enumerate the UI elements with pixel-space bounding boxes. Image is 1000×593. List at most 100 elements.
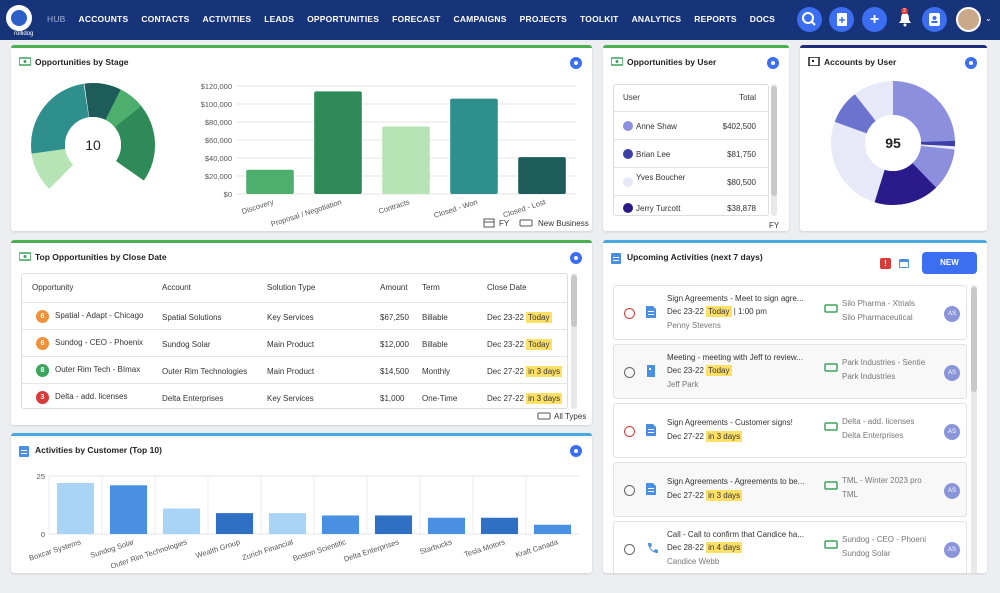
user-name: Jerry Turcott (636, 204, 681, 213)
assignee-avatar[interactable]: AS (944, 483, 960, 499)
assignee-avatar[interactable]: AS (944, 424, 960, 440)
menu-analytics[interactable]: ANALYTICS (631, 14, 682, 24)
document-icon (646, 424, 656, 436)
stage-badge: 3 (36, 391, 49, 404)
table-row[interactable]: 6 Spatial - Adapt - Chicago Spatial Solut… (22, 302, 567, 329)
activity-card[interactable]: Sign Agreements - Meet to sign agre... D… (613, 285, 967, 340)
building-icon (808, 57, 820, 66)
activity-card[interactable]: Call - Call to confirm that Candice ha..… (613, 521, 967, 573)
menu-docs[interactable]: DOCS (749, 14, 776, 24)
opps-table: Opportunity Account Solution Type Amount… (21, 273, 568, 409)
due-badge: Today (526, 339, 552, 350)
assignee-avatar[interactable]: AS (944, 542, 960, 558)
scrollbar[interactable] (971, 285, 977, 573)
chevron-down-icon[interactable]: ⌄ (985, 14, 992, 23)
col-total: Total (739, 93, 756, 102)
activity-title: Sign Agreements - Meet to sign agre... (667, 294, 804, 303)
activity-account: Sundog Solar (842, 549, 891, 558)
panel-title: Upcoming Activities (next 7 days) (627, 252, 763, 262)
user-total: $38,878 (727, 204, 756, 213)
scrollbar[interactable] (771, 84, 777, 216)
activity-card[interactable]: Meeting - meeting with Jeff to review...… (613, 344, 967, 399)
assignee-avatar[interactable]: AS (944, 306, 960, 322)
bar (314, 91, 362, 194)
x-tick-label: Tesla Motors (463, 537, 506, 559)
gear-icon[interactable] (767, 57, 779, 69)
new-document-icon[interactable] (829, 7, 854, 32)
term: Billable (422, 313, 448, 322)
complete-radio[interactable] (624, 308, 635, 319)
bar (215, 513, 254, 534)
scrollbar[interactable] (571, 273, 577, 409)
donut-center: 95 (885, 135, 901, 151)
complete-radio[interactable] (624, 426, 635, 437)
table-row[interactable]: 8 Outer Rim Tech - BImax Outer Rim Techno… (22, 356, 567, 383)
menu-accounts[interactable]: ACCOUNTS (78, 14, 129, 24)
bar (109, 485, 148, 534)
fy-label[interactable]: FY (499, 219, 510, 228)
table-row[interactable]: Yves Boucher $80,500 (614, 167, 768, 195)
money-icon (824, 481, 838, 490)
stage-donut: 10 (30, 82, 155, 207)
add-icon[interactable]: + (862, 7, 887, 32)
table-row[interactable]: Brian Lee $81,750 (614, 139, 768, 167)
due-badge: in 3 days (526, 393, 563, 404)
menu-forecast[interactable]: FORECAST (392, 14, 441, 24)
search-icon[interactable] (797, 7, 822, 32)
business-type-label[interactable]: New Business (538, 219, 589, 228)
menu-campaigns[interactable]: CAMPAIGNS (453, 14, 507, 24)
menu-activities[interactable]: ACTIVITIES (202, 14, 252, 24)
menu-toolkit[interactable]: TOOLKIT (580, 14, 619, 24)
due-badge: in 3 days (706, 431, 743, 442)
calendar-icon[interactable] (483, 217, 495, 228)
activity-card[interactable]: Sign Agreements - Customer signs! Dec 27… (613, 403, 967, 458)
logo[interactable] (6, 5, 32, 31)
complete-radio[interactable] (624, 367, 635, 378)
due-badge: Today (706, 306, 732, 317)
due-badge: Today (706, 365, 732, 376)
table-row[interactable]: Jerry Turcott $38,878 (614, 195, 768, 215)
avatar[interactable] (956, 7, 981, 32)
table-row[interactable]: 3 Delta - add. licenses Delta Enterprises… (22, 383, 567, 408)
bell-icon[interactable]: 2 (898, 8, 912, 27)
types-filter[interactable]: All Types (554, 412, 587, 421)
table-row[interactable]: 6 Sundog - CEO - Phoenix Sundog Solar Mai… (22, 329, 567, 356)
activity-contact: Jeff Park (667, 380, 699, 389)
assignee-avatar[interactable]: AS (944, 365, 960, 381)
menu-leads[interactable]: LEADS (264, 14, 295, 24)
panel-title: Opportunities by User (627, 57, 717, 67)
y-tick-label: $20,000 (205, 172, 232, 181)
complete-radio[interactable] (624, 544, 635, 555)
y-tick-label: $0 (224, 190, 232, 199)
menu-opportunities[interactable]: OPPORTUNITIES (307, 14, 380, 24)
stage-panel: Opportunities by Stage 10 $0 $20,000 $40,0… (11, 45, 592, 231)
gear-icon[interactable] (570, 445, 582, 457)
stage-badge: 6 (36, 310, 49, 323)
activity-card[interactable]: Sign Agreements - Agreements to be... De… (613, 462, 967, 517)
overdue-filter-icon[interactable]: ! (880, 258, 891, 269)
complete-radio[interactable] (624, 485, 635, 496)
calendar-icon[interactable] (898, 257, 910, 269)
account-name: Spatial Solutions (162, 313, 222, 322)
activity-opportunity: Silo Pharma - Xtrials (842, 299, 915, 308)
bar (56, 482, 95, 534)
table-row[interactable]: Anne Shaw $402,500 (614, 111, 768, 139)
col-amount: Amount (380, 283, 408, 292)
user-name: Yves Boucher (636, 173, 686, 182)
gear-icon[interactable] (570, 252, 582, 264)
gear-icon[interactable] (965, 57, 977, 69)
menu-projects[interactable]: PROJECTS (519, 14, 568, 24)
menu-hub[interactable]: HUB (47, 14, 66, 24)
bar (427, 517, 466, 534)
close-date: Dec 27-22 (487, 367, 524, 376)
money-icon (824, 540, 838, 549)
fy-label[interactable]: FY (769, 221, 780, 230)
clipboard-icon (19, 446, 29, 457)
money-icon (19, 252, 31, 261)
menu-reports[interactable]: REPORTS (694, 14, 737, 24)
contact-card-icon[interactable] (922, 7, 947, 32)
new-activity-button[interactable]: NEW (922, 252, 977, 274)
activity-account: Delta Enterprises (842, 431, 904, 440)
menu-contacts[interactable]: CONTACTS (141, 14, 190, 24)
gear-icon[interactable] (570, 57, 582, 69)
